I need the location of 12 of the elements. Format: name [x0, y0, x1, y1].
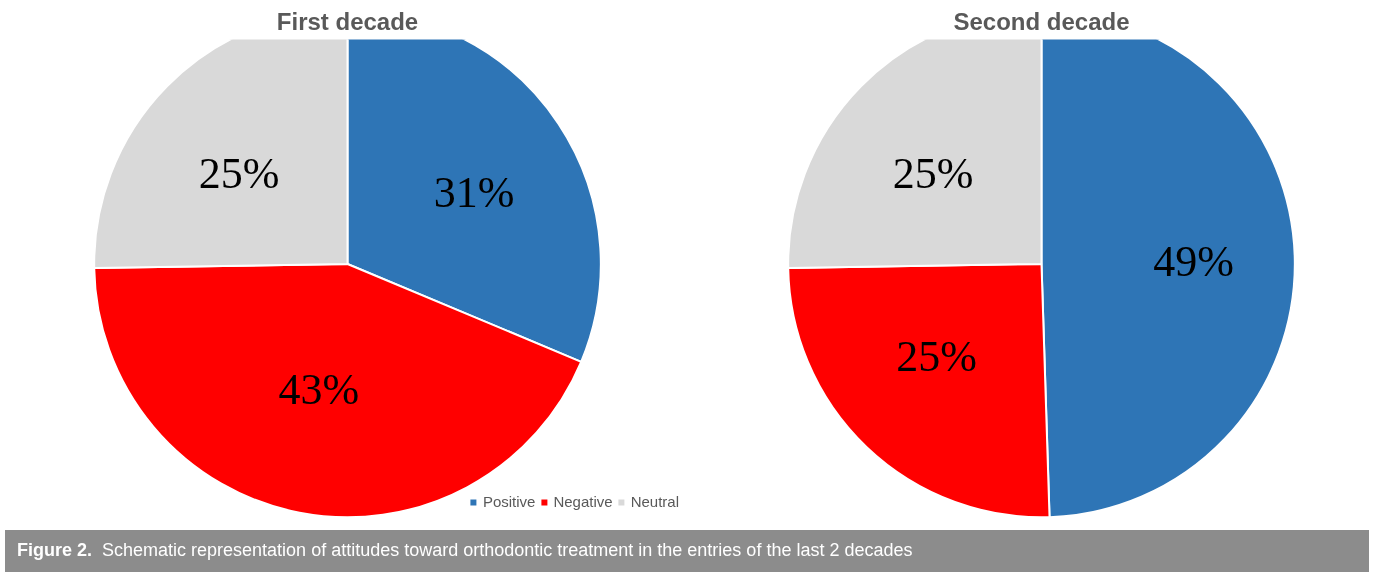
data-label: 43% [278, 365, 360, 415]
legend-label: Negative [553, 493, 613, 510]
data-label: 49% [1153, 237, 1234, 287]
legend-label: Neutral [630, 493, 679, 510]
chart-title: Second decade [953, 7, 1130, 35]
caption: Figure 2. Schematic representation of attitudes toward orthodontic treatment in the entries of the last 2 decades [5, 530, 1369, 572]
data-label: 25% [198, 149, 280, 199]
data-label: 31% [433, 168, 515, 218]
chart-title: First decade [276, 7, 419, 35]
legend-label: Positive [482, 493, 536, 510]
data-label: 25% [892, 149, 974, 199]
data-label: 25% [896, 332, 977, 382]
